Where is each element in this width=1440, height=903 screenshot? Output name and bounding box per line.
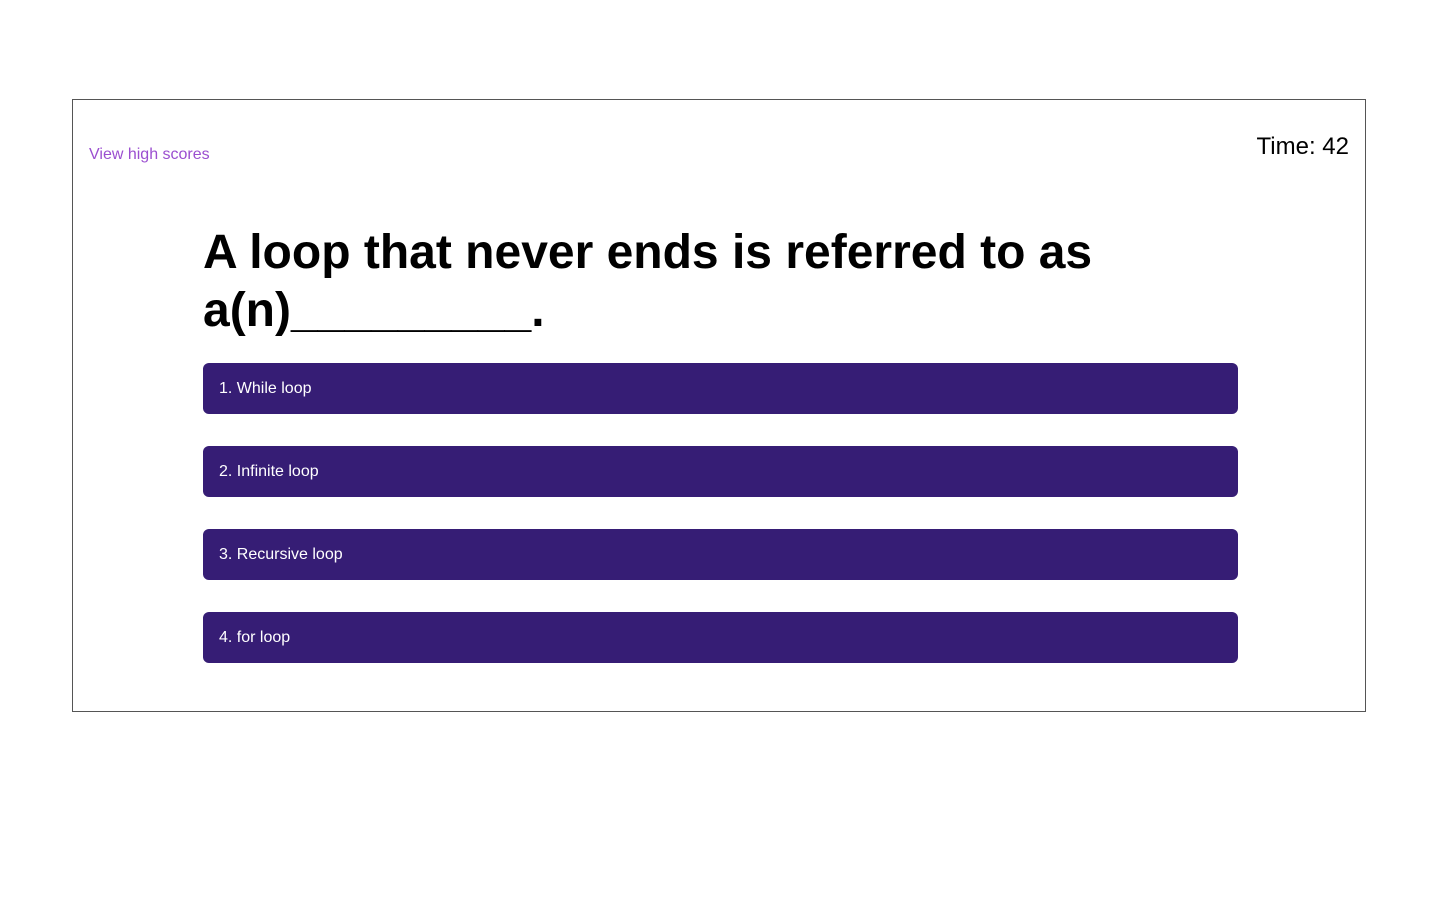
answer-button-1[interactable]: 1. While loop [203, 363, 1238, 414]
answer-button-4[interactable]: 4. for loop [203, 612, 1238, 663]
quiz-container: View high scores Time: 42 A loop that ne… [72, 99, 1366, 712]
list-item: 4. for loop [203, 612, 1238, 663]
timer-display: Time: 42 [1256, 133, 1349, 160]
question-text: A loop that never ends is referred to as… [203, 226, 1093, 337]
answer-list: 1. While loop 2. Infinite loop 3. Recurs… [203, 363, 1238, 695]
answer-button-3[interactable]: 3. Recursive loop [203, 529, 1238, 580]
list-item: 3. Recursive loop [203, 529, 1238, 580]
view-high-scores-link[interactable]: View high scores [89, 146, 210, 163]
list-item: 1. While loop [203, 363, 1238, 414]
list-item: 2. Infinite loop [203, 446, 1238, 497]
answer-button-2[interactable]: 2. Infinite loop [203, 446, 1238, 497]
